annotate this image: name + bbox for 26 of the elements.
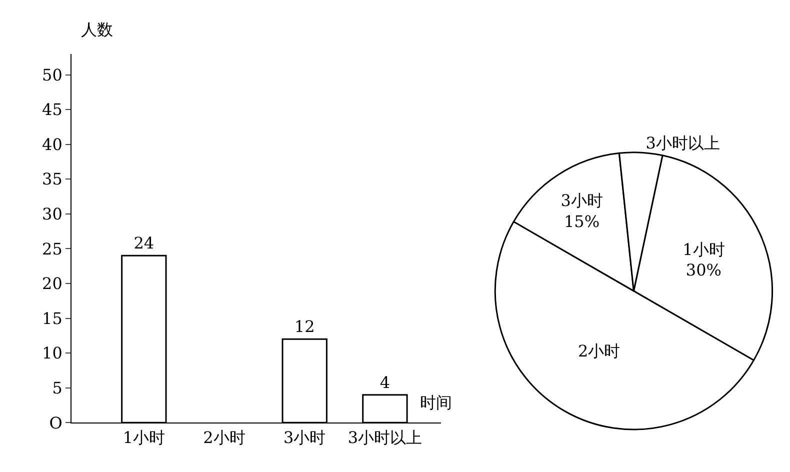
x-tick-label: 3小时 (284, 428, 326, 447)
x-tick-label: 3小时以上 (348, 428, 422, 447)
slice-label: 3小时 (560, 191, 603, 210)
data-label: 24 (134, 234, 154, 253)
y-tick-label: 35 (42, 170, 62, 189)
slice-label: 1小时 (682, 240, 725, 259)
y-tick-label: 5 (52, 378, 62, 398)
y-tick-label: 25 (42, 239, 62, 258)
x-axis-title: 时间 (420, 393, 452, 412)
y-tick-label: 20 (42, 274, 62, 294)
x-tick-label: 1小时 (122, 428, 166, 447)
y-tick-label: 15 (42, 308, 62, 328)
data-label: 15% (564, 212, 600, 231)
slice-label: 3小时以上 (646, 134, 720, 153)
data-label: 30% (686, 260, 722, 280)
y-tick-label: 30 (42, 204, 62, 224)
x-tick-label: 2小时 (203, 428, 246, 447)
y-tick-label: O (49, 413, 62, 432)
data-label: 12 (294, 317, 315, 336)
y-tick-label: 40 (42, 134, 62, 154)
y-tick-label: 45 (42, 100, 62, 120)
y-axis-title: 人数 (81, 20, 113, 39)
y-tick-label: 10 (42, 344, 62, 363)
y-tick-label: 50 (42, 65, 62, 84)
data-label: 4 (380, 372, 390, 392)
slice-label: 2小时 (578, 341, 620, 360)
